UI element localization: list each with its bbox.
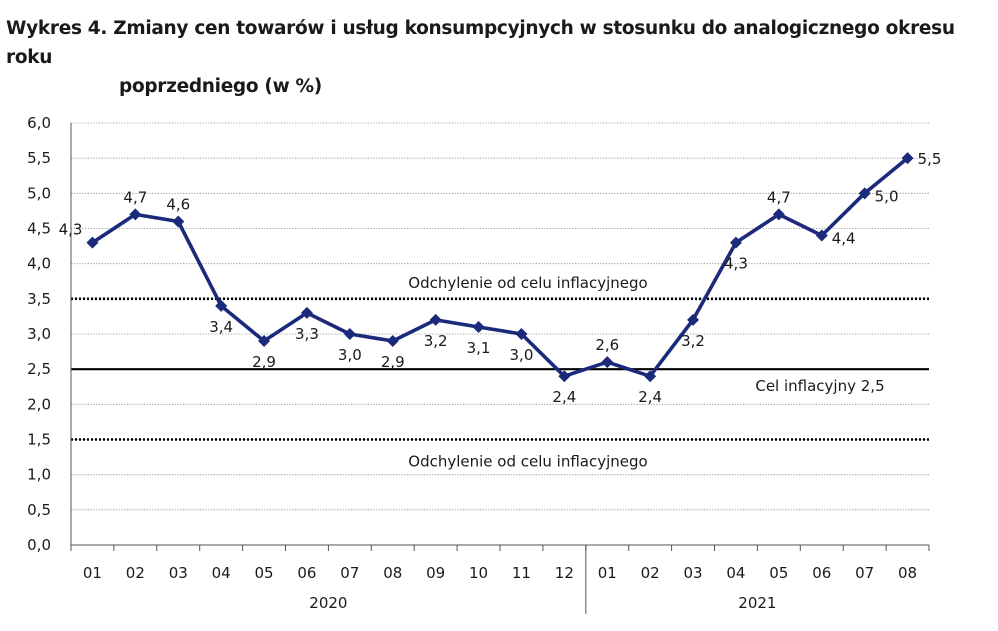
data-point-marker xyxy=(258,335,271,348)
y-tick-label: 5,5 xyxy=(27,149,51,167)
data-point-marker xyxy=(86,236,99,249)
x-tick-label: 01 xyxy=(83,564,102,582)
data-point-marker xyxy=(300,306,313,319)
data-label: 4,3 xyxy=(724,255,748,273)
year-label-2020: 2020 xyxy=(309,594,347,612)
data-point-marker xyxy=(772,208,785,221)
data-label: 2,6 xyxy=(595,336,619,354)
y-tick-label: 0,5 xyxy=(27,501,51,519)
data-point-marker xyxy=(472,320,485,333)
x-tick-label: 08 xyxy=(383,564,402,582)
gridlines xyxy=(71,122,929,511)
x-tick-label: 07 xyxy=(340,564,359,582)
x-tick-label: 12 xyxy=(555,564,574,582)
x-tick-label: 02 xyxy=(641,564,660,582)
data-point-marker xyxy=(515,328,528,340)
x-tick-label: 06 xyxy=(812,564,831,582)
y-tick-label: 1,5 xyxy=(27,431,51,449)
data-label: 5,0 xyxy=(875,187,899,205)
x-tick-label: 03 xyxy=(684,564,703,582)
data-point-marker xyxy=(343,328,356,340)
year-label-2021: 2021 xyxy=(738,594,776,612)
data-point-marker xyxy=(644,370,657,383)
data-label: 3,2 xyxy=(424,332,448,350)
x-tick-label: 04 xyxy=(212,564,231,582)
data-label: 3,1 xyxy=(467,339,491,357)
data-point-marker xyxy=(901,152,914,165)
chart-title-line2: poprzedniego (w %) xyxy=(119,76,322,97)
x-tick-label: 11 xyxy=(512,564,531,582)
data-label: 2,4 xyxy=(552,388,576,406)
x-tick-label: 06 xyxy=(297,564,316,582)
data-label: 3,4 xyxy=(209,318,233,336)
chart-title: Wykres 4. Zmiany cen towarów i usług kon… xyxy=(6,14,996,101)
data-label: 5,5 xyxy=(918,150,942,168)
x-tick-label: 10 xyxy=(469,564,488,582)
y-tick-label: 2,0 xyxy=(27,395,51,413)
data-label: 3,2 xyxy=(681,332,705,350)
reference-lines: Cel inflacyjny 2,5 Odchylenie od celu inf… xyxy=(71,274,929,471)
x-tick-label: 04 xyxy=(726,564,745,582)
data-point-marker xyxy=(601,356,614,369)
chart-title-line1: Wykres 4. Zmiany cen towarów i usług kon… xyxy=(6,18,955,68)
y-tick-labels: 0,0 0,5 1,0 1,5 2,0 2,5 3,0 3,5 4,0 4,5 5,0 5,5 6,0 xyxy=(27,114,51,554)
y-tick-label: 3,0 xyxy=(27,325,51,343)
data-label: 4,4 xyxy=(832,230,856,248)
y-tick-label: 2,5 xyxy=(27,360,51,378)
series-cpi xyxy=(86,152,914,383)
data-point-marker xyxy=(558,370,571,383)
data-label: 2,9 xyxy=(252,353,276,371)
y-tick-label: 5,0 xyxy=(27,184,51,202)
deviation-line-label-1: Odchylenie od celu inflacyjnego xyxy=(408,274,647,292)
x-tick-label: 05 xyxy=(769,564,788,582)
data-point-marker xyxy=(687,313,700,326)
data-label: 4,6 xyxy=(166,195,190,213)
data-point-marker xyxy=(815,229,828,242)
y-tick-label: 0,0 xyxy=(27,536,51,554)
y-tick-label: 6,0 xyxy=(27,114,51,132)
data-label: 4,7 xyxy=(123,188,147,206)
x-tick-labels: 01 02 03 04 05 06 07 08 09 10 11 12 01 02 03 04 05 06 07 08… xyxy=(70,545,930,614)
data-label: 3,0 xyxy=(510,346,534,364)
data-point-marker xyxy=(172,215,185,228)
data-label: 3,3 xyxy=(295,325,319,343)
data-point-marker xyxy=(729,236,742,249)
data-point-marker xyxy=(129,208,142,221)
y-tick-label: 4,0 xyxy=(27,255,51,273)
data-label: 4,3 xyxy=(59,221,83,239)
data-label: 2,9 xyxy=(381,353,405,371)
x-tick-label: 05 xyxy=(255,564,274,582)
y-tick-label: 4,5 xyxy=(27,220,51,238)
target-line-label: Cel inflacyjny 2,5 xyxy=(755,377,884,395)
data-label: 3,0 xyxy=(338,346,362,364)
x-tick-label: 08 xyxy=(898,564,917,582)
data-point-marker xyxy=(215,299,228,312)
data-point-marker xyxy=(429,313,442,326)
x-tick-label: 01 xyxy=(598,564,617,582)
x-tick-label: 02 xyxy=(126,564,145,582)
data-point-marker xyxy=(858,187,871,200)
series-line xyxy=(91,156,909,379)
x-tick-label: 09 xyxy=(426,564,445,582)
x-tick-label: 03 xyxy=(169,564,188,582)
x-tick-label: 07 xyxy=(855,564,874,582)
data-label: 4,7 xyxy=(767,188,791,206)
y-tick-label: 1,0 xyxy=(27,466,51,484)
deviation-line-label-2: Odchylenie od celu inflacyjnego xyxy=(408,453,647,471)
data-point-marker xyxy=(386,335,399,348)
y-tick-label: 3,5 xyxy=(27,290,51,308)
data-labels: 4,3 4,7 4,6 3,4 2,9 3,3 3,0 2,9 3,2 3,1 3,0 2,4 2,6 2… xyxy=(59,150,942,406)
data-label: 2,4 xyxy=(638,388,662,406)
